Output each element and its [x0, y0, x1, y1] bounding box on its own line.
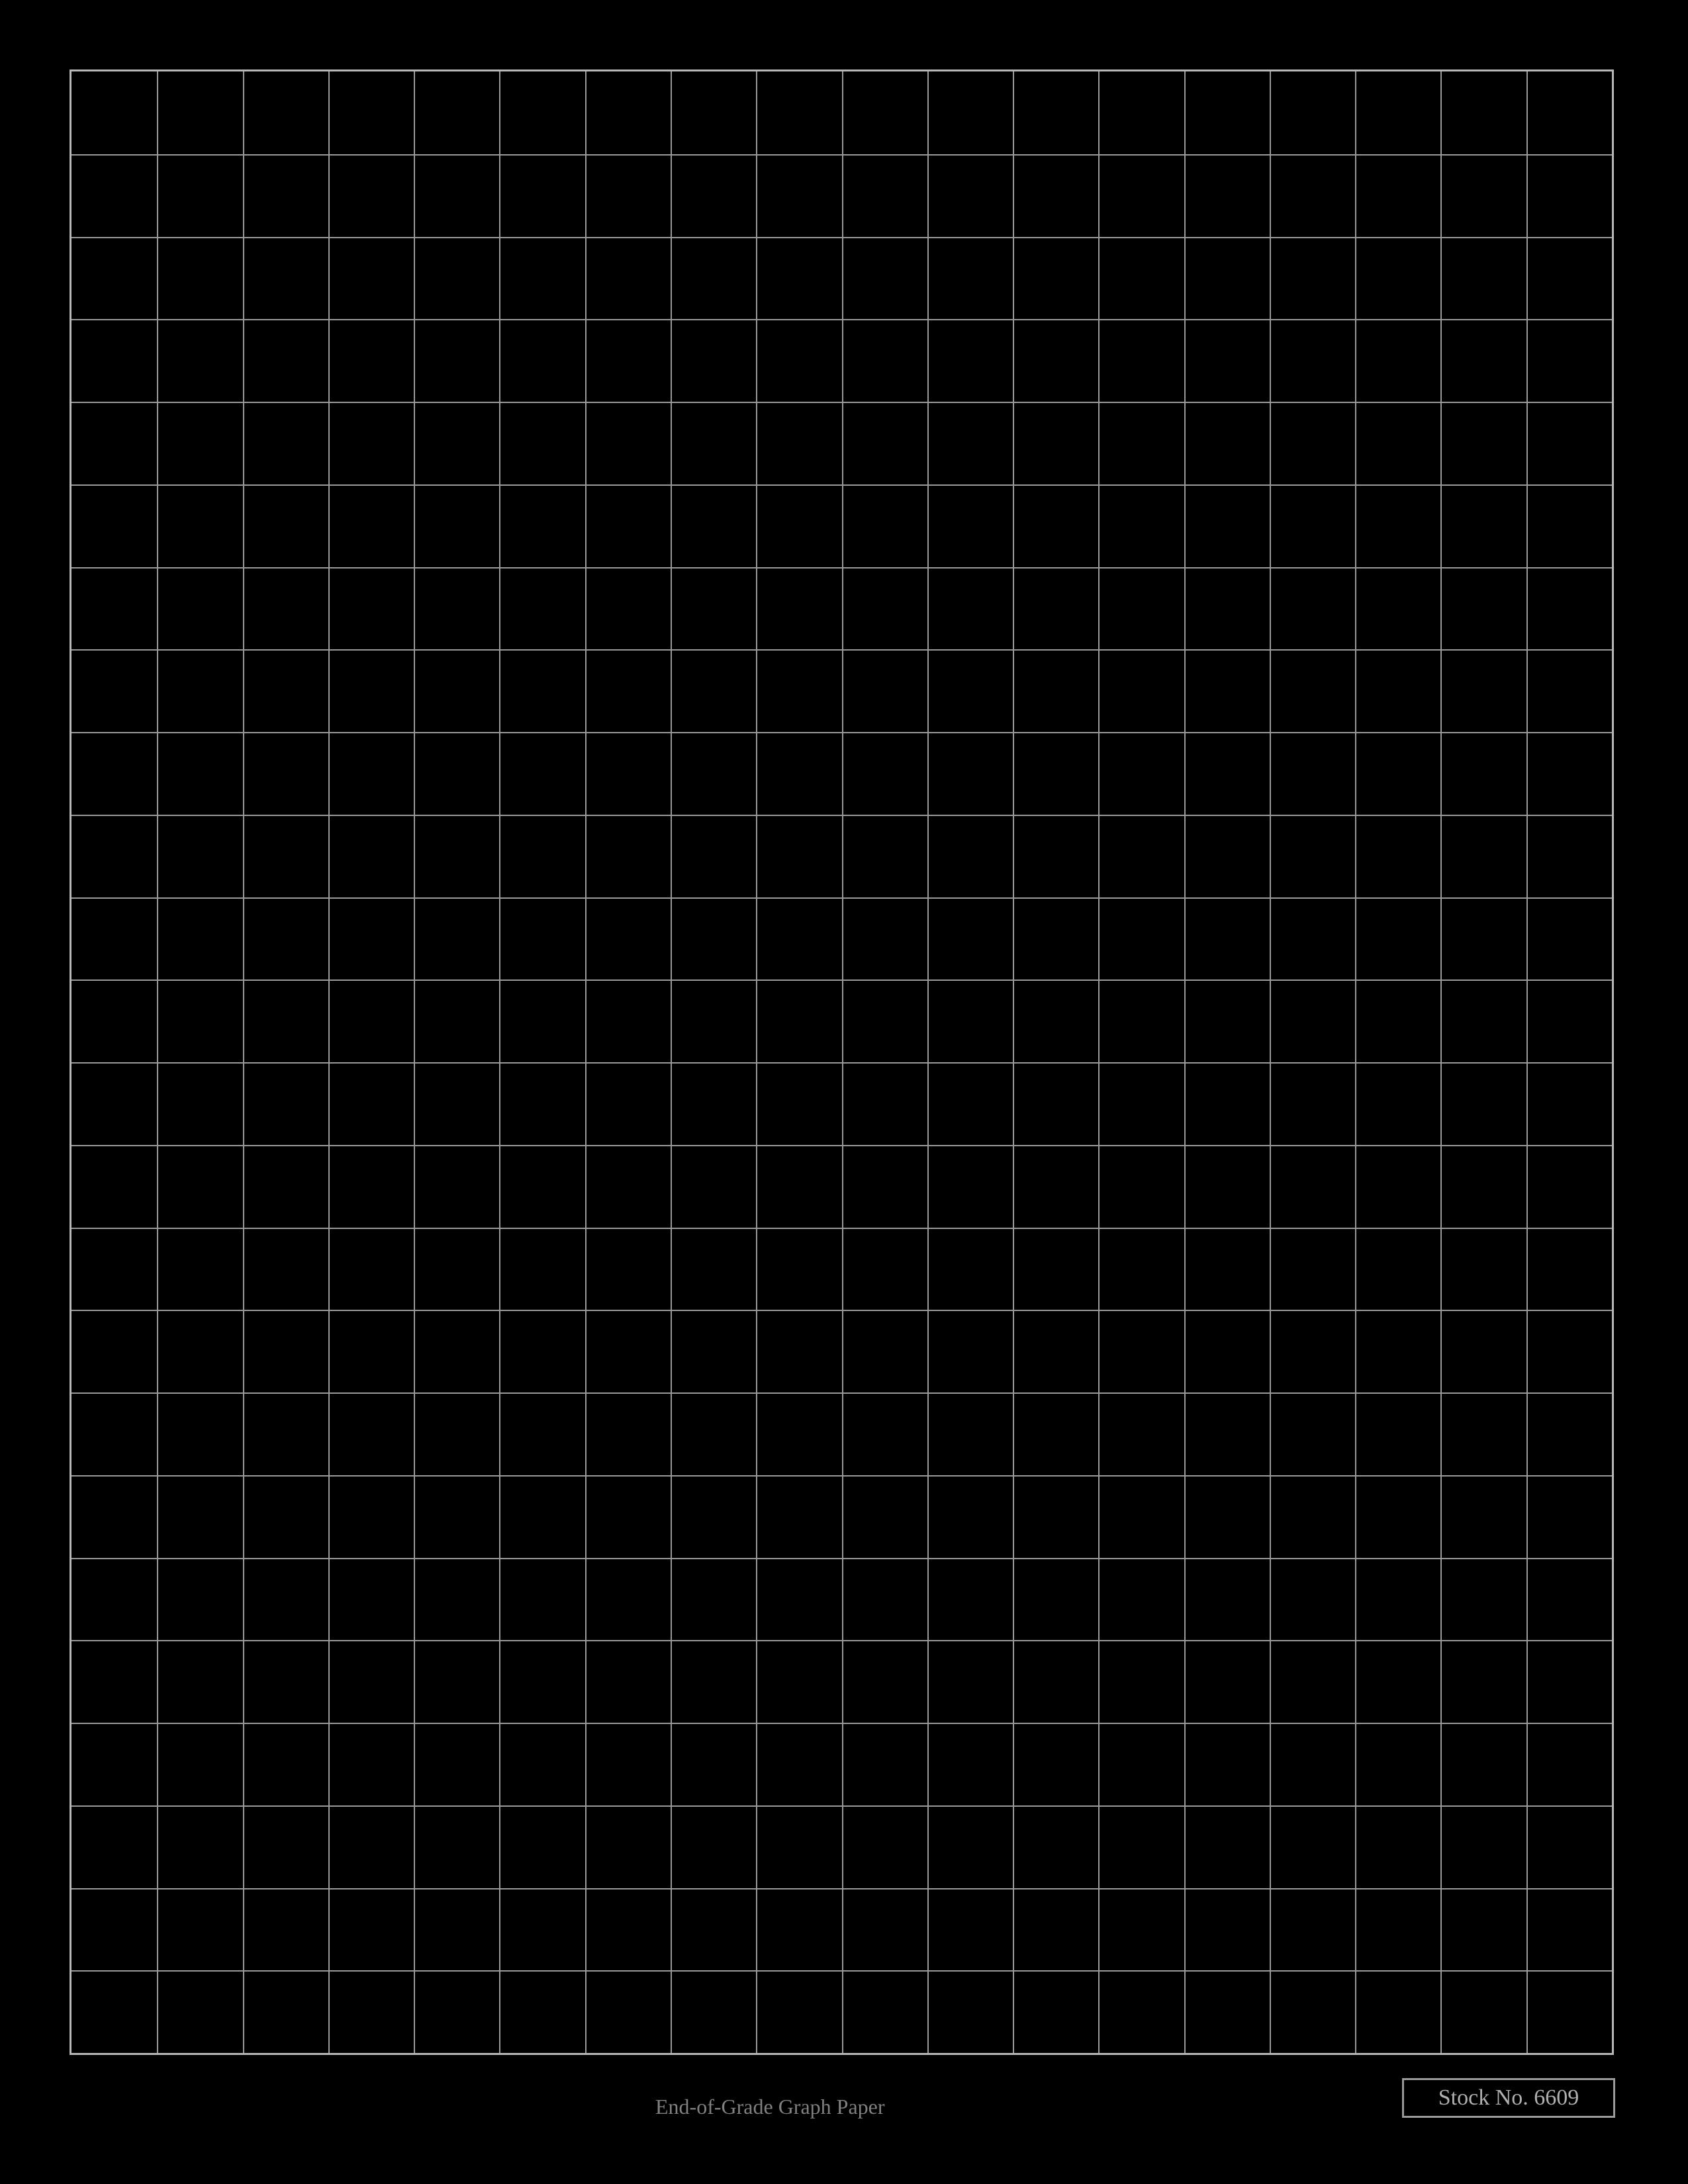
grid-hline [71, 1723, 1612, 1724]
grid-hline [71, 154, 1612, 156]
grid-hline [71, 402, 1612, 403]
grid-hline [71, 1062, 1612, 1064]
grid-hline [71, 567, 1612, 569]
grid-hline [71, 1310, 1612, 1311]
grid-hline [71, 1145, 1612, 1146]
grid-hline [71, 1888, 1612, 1889]
grid-hline [71, 484, 1612, 486]
grid-hline [71, 1805, 1612, 1807]
footer-title: End-of-Grade Graph Paper [655, 2095, 885, 2119]
grid-hline [71, 1970, 1612, 1972]
grid-hline [71, 1392, 1612, 1394]
stock-number-text: Stock No. 6609 [1438, 2085, 1579, 2111]
grid-hline [71, 815, 1612, 816]
grid-hline [71, 237, 1612, 238]
graph-grid [70, 69, 1614, 2055]
grid-hline [71, 1475, 1612, 1477]
grid-hline [71, 732, 1612, 733]
grid-hline [71, 1640, 1612, 1641]
grid-hline [71, 319, 1612, 320]
grid-hline [71, 979, 1612, 981]
grid-hline [71, 649, 1612, 651]
grid-hline [71, 1558, 1612, 1559]
grid-hline [71, 897, 1612, 899]
grid-hline [71, 1228, 1612, 1229]
grid-inner [71, 71, 1612, 2053]
stock-number-box: Stock No. 6609 [1402, 2078, 1615, 2118]
